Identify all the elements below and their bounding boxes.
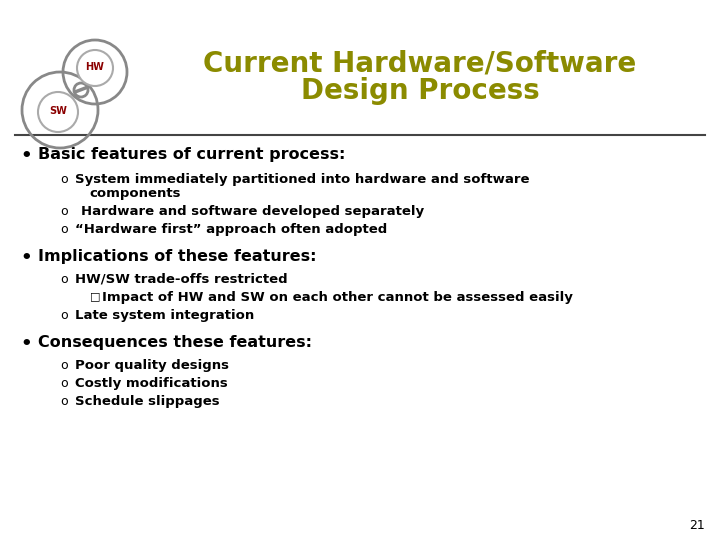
Circle shape: [77, 50, 113, 86]
Text: •: •: [20, 147, 32, 165]
Text: “Hardware first” approach often adopted: “Hardware first” approach often adopted: [75, 223, 387, 236]
Text: Current Hardware/Software: Current Hardware/Software: [203, 50, 636, 78]
Text: □: □: [90, 291, 101, 301]
Text: o: o: [60, 223, 68, 236]
Text: Late system integration: Late system integration: [75, 309, 254, 322]
Text: 21: 21: [689, 519, 705, 532]
Text: System immediately partitioned into hardware and software: System immediately partitioned into hard…: [75, 173, 529, 186]
Text: •: •: [20, 335, 32, 353]
Text: HW: HW: [86, 62, 104, 72]
Text: Impact of HW and SW on each other cannot be assessed easily: Impact of HW and SW on each other cannot…: [102, 291, 573, 304]
Text: Poor quality designs: Poor quality designs: [75, 359, 229, 372]
Text: o: o: [60, 173, 68, 186]
Text: o: o: [60, 205, 68, 218]
Text: HW/SW trade-offs restricted: HW/SW trade-offs restricted: [75, 273, 287, 286]
Circle shape: [38, 92, 78, 132]
Text: SW: SW: [49, 106, 67, 116]
Text: Implications of these features:: Implications of these features:: [38, 249, 317, 264]
Text: o: o: [60, 395, 68, 408]
Text: components: components: [89, 187, 181, 200]
Text: Hardware and software developed separately: Hardware and software developed separate…: [81, 205, 424, 218]
Text: Design Process: Design Process: [301, 77, 539, 105]
Text: Consequences these features:: Consequences these features:: [38, 335, 312, 350]
Text: Schedule slippages: Schedule slippages: [75, 395, 220, 408]
Text: Basic features of current process:: Basic features of current process:: [38, 147, 346, 162]
Text: o: o: [60, 309, 68, 322]
Text: o: o: [60, 377, 68, 390]
Text: •: •: [20, 249, 32, 267]
Text: o: o: [60, 273, 68, 286]
Text: Costly modifications: Costly modifications: [75, 377, 228, 390]
Text: o: o: [60, 359, 68, 372]
